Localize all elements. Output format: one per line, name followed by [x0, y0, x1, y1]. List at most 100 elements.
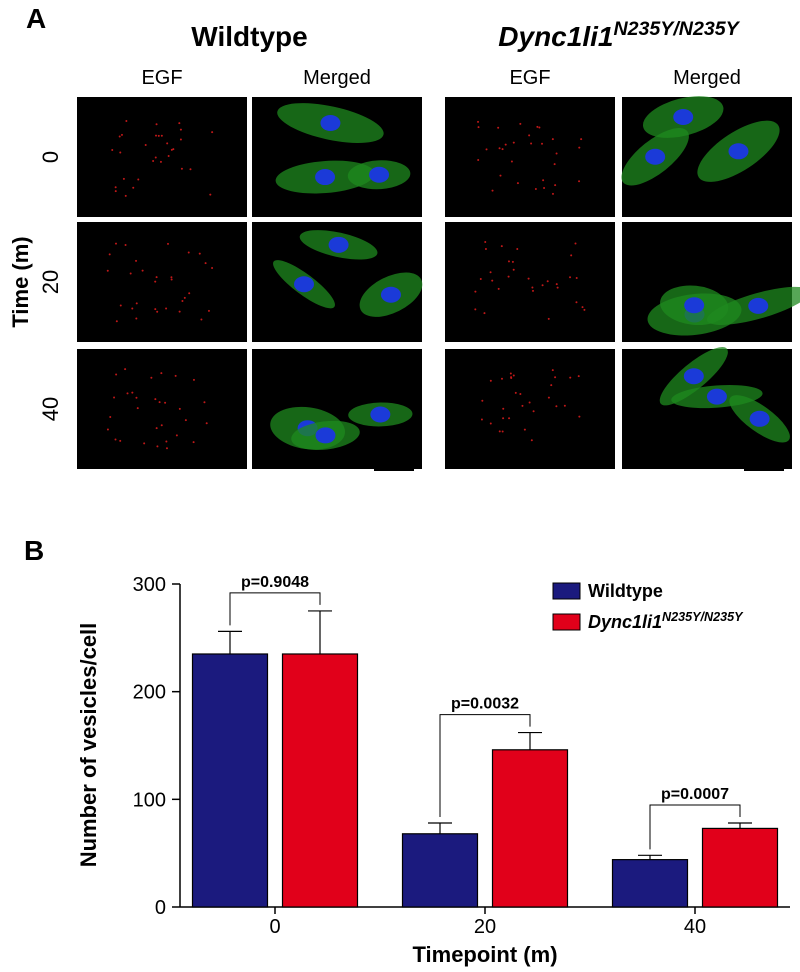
vesicle — [477, 120, 480, 123]
vesicle — [514, 391, 517, 394]
vesicle — [183, 296, 186, 299]
vesicle — [504, 143, 507, 146]
vesicle — [131, 391, 134, 394]
vesicle — [131, 307, 134, 310]
vesicle — [474, 308, 477, 311]
column-label: Merged — [303, 67, 371, 89]
vesicle — [160, 424, 163, 427]
vesicle — [578, 146, 581, 149]
vesicle — [192, 441, 195, 444]
vesicle — [501, 430, 504, 433]
legend-label-main: Wildtype — [588, 581, 663, 601]
vesicle — [477, 158, 480, 161]
vesicle — [205, 422, 208, 425]
vesicle — [154, 398, 157, 401]
vesicle — [511, 260, 514, 263]
vesicle — [510, 160, 513, 163]
vesicle — [489, 422, 492, 425]
vesicle — [538, 126, 541, 129]
vesicle — [118, 135, 121, 138]
error-bar — [308, 610, 332, 654]
vesicle — [484, 241, 487, 244]
nucleus — [328, 236, 349, 253]
vesicle — [521, 404, 524, 407]
vesicle — [555, 283, 558, 286]
vesicle — [489, 271, 492, 274]
vesicle — [569, 276, 572, 279]
vesicle — [569, 376, 572, 379]
y-tick-label: 100 — [133, 789, 166, 811]
vesicle — [187, 251, 190, 254]
error-bar — [428, 822, 452, 834]
vesicle — [501, 148, 504, 151]
significance-bracket — [229, 592, 321, 626]
y-tick-label: 200 — [133, 682, 166, 704]
vesicle — [152, 160, 155, 163]
vesicle — [485, 148, 488, 151]
vesicle — [491, 189, 494, 192]
vesicle — [530, 439, 533, 442]
vesicle — [575, 276, 578, 279]
vesicle — [155, 123, 158, 126]
vesicle — [124, 368, 127, 371]
error-bar — [638, 854, 662, 860]
vesicle — [502, 417, 505, 420]
vesicle — [530, 142, 533, 145]
vesicle — [553, 163, 556, 166]
vesicle — [181, 299, 184, 302]
vesicle — [203, 401, 206, 404]
vesicle — [126, 392, 129, 395]
vesicle — [509, 372, 512, 375]
vesicle — [542, 179, 545, 182]
vesicle — [481, 399, 484, 402]
vesicle — [157, 134, 160, 137]
vesicle — [498, 430, 501, 433]
vesicle — [106, 269, 109, 272]
vesicle — [519, 122, 522, 125]
vesicle — [532, 410, 535, 413]
vesicle — [474, 290, 477, 293]
group-title: Wildtype — [191, 21, 307, 52]
scale-bar — [374, 469, 414, 471]
nucleus — [315, 169, 336, 186]
vesicle — [516, 247, 519, 250]
group-title-main: Dync1li1 — [498, 21, 613, 52]
vesicle — [178, 310, 181, 313]
vesicle — [124, 194, 127, 197]
error-bar — [518, 731, 542, 750]
vesicle — [114, 438, 117, 441]
vesicle — [531, 286, 534, 289]
vesicle — [114, 186, 117, 189]
vesicle — [166, 142, 169, 145]
vesicle — [144, 144, 147, 147]
vesicle — [119, 439, 122, 442]
vesicle — [120, 133, 123, 136]
vesicle — [507, 275, 510, 278]
vesicle — [164, 401, 167, 404]
nucleus — [673, 109, 694, 126]
vesicle — [178, 122, 181, 125]
vesicle — [498, 147, 501, 150]
vesicle — [500, 245, 503, 248]
vesicle — [547, 396, 550, 399]
vesicle — [578, 180, 581, 183]
vesicle — [577, 375, 580, 378]
legend-swatch — [552, 613, 581, 631]
vesicle — [170, 276, 173, 279]
vesicle — [192, 378, 195, 381]
vesicle — [156, 445, 159, 448]
vesicle — [155, 134, 158, 137]
vesicle — [519, 392, 522, 395]
vesicle — [106, 428, 109, 431]
vesicle — [516, 182, 519, 185]
micrograph — [445, 97, 615, 217]
nucleus — [294, 276, 315, 293]
vesicle — [198, 252, 201, 255]
error-bar — [218, 630, 242, 654]
vesicle — [497, 287, 500, 290]
vesicle — [175, 434, 178, 437]
nucleus — [748, 297, 769, 314]
nucleus — [320, 115, 341, 132]
x-tick-label: 0 — [269, 916, 280, 938]
